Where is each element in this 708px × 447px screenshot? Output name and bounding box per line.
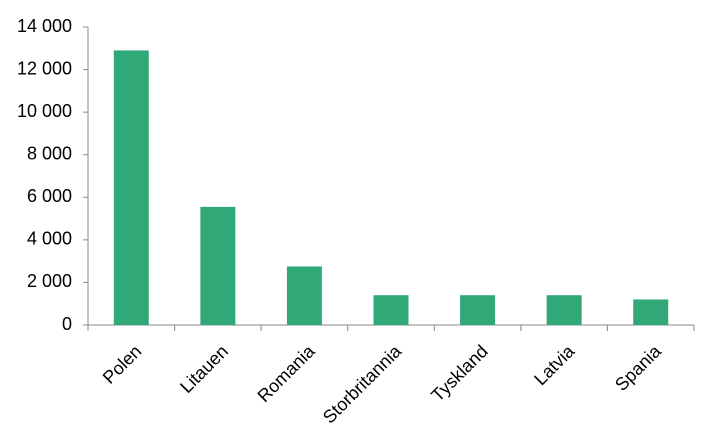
y-tick-label: 0 (62, 314, 72, 334)
x-tick-label: Polen (99, 341, 146, 388)
bar (546, 295, 582, 325)
bar (460, 295, 496, 325)
bar (113, 50, 149, 326)
y-tick-label: 8 000 (27, 143, 72, 163)
bar (286, 266, 322, 325)
y-tick-label: 14 000 (17, 16, 72, 36)
x-tick-label: Latvia (530, 340, 579, 389)
bar (633, 299, 669, 325)
y-tick-label: 4 000 (27, 229, 72, 249)
x-tick-label: Romania (254, 340, 320, 406)
x-tick-label: Spania (611, 340, 665, 394)
bar (200, 206, 236, 325)
x-tick-label: Litauen (176, 341, 232, 397)
y-tick-label: 6 000 (27, 186, 72, 206)
bar (373, 295, 409, 325)
y-tick-label: 12 000 (17, 58, 72, 78)
y-tick-label: 2 000 (27, 271, 72, 291)
y-tick-label: 10 000 (17, 101, 72, 121)
x-tick-label: Storbritannia (319, 340, 406, 427)
x-tick-label: Tyskland (427, 341, 491, 405)
